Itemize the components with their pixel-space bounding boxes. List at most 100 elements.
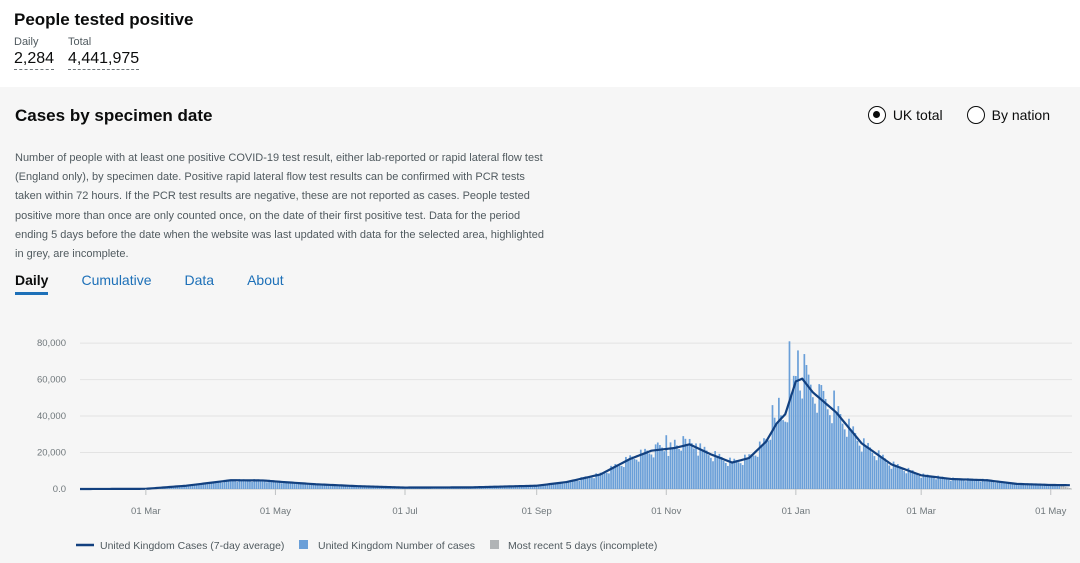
tab-data[interactable]: Data: [184, 272, 215, 288]
daily-cases-bar: [580, 477, 583, 489]
daily-cases-bar: [888, 465, 891, 489]
daily-cases-bar: [899, 466, 901, 489]
daily-cases-bar: [612, 467, 615, 489]
daily-cases-bar: [382, 487, 385, 489]
daily-cases-bar: [875, 460, 878, 489]
daily-cases-bar: [1058, 485, 1061, 489]
daily-cases-bar: [879, 456, 882, 489]
daily-cases-bar: [274, 481, 277, 489]
daily-cases-bar: [385, 487, 387, 489]
daily-cases-bar: [229, 479, 232, 489]
daily-cases-bar: [648, 453, 651, 489]
x-tick-label: 01 Sep: [522, 506, 552, 517]
daily-cases-bar: [858, 445, 861, 489]
daily-cases-bar: [928, 475, 931, 489]
daily-cases-bar: [588, 477, 591, 489]
daily-cases-bar: [503, 486, 506, 489]
daily-cases-bar: [234, 481, 236, 489]
daily-cases-bar: [334, 484, 336, 489]
daily-cases-bar: [259, 479, 262, 489]
daily-cases-bar: [308, 484, 311, 489]
radio-unselected-icon[interactable]: [966, 106, 985, 124]
daily-cases-bar: [820, 385, 823, 489]
daily-cases-bar: [561, 483, 564, 489]
daily-cases-bar: [807, 374, 810, 489]
daily-cases-bar: [181, 486, 183, 489]
radio-uk-total[interactable]: UK total: [867, 106, 943, 124]
daily-cases-bar: [206, 484, 209, 489]
daily-cases-bar: [571, 480, 574, 489]
average-line-series: [79, 377, 1070, 491]
daily-cases-bar: [287, 481, 290, 489]
radio-selected-icon[interactable]: [867, 106, 886, 124]
daily-cases-bar: [227, 479, 230, 489]
daily-cases-bar: [293, 483, 296, 489]
daily-cases-bar: [1024, 485, 1027, 489]
daily-cases-bar: [605, 472, 608, 489]
daily-cases-bar: [552, 483, 555, 489]
daily-stat: Daily 2,284: [14, 36, 55, 70]
daily-cases-bar: [975, 480, 978, 489]
daily-cases-bar: [790, 394, 793, 489]
daily-cases-bar: [1049, 485, 1052, 489]
radio-by-nation-label: By nation: [991, 107, 1050, 123]
daily-cases-bar: [956, 478, 959, 489]
daily-cases-bar: [837, 406, 840, 489]
daily-cases-bar: [338, 485, 341, 489]
tab-cumulative[interactable]: Cumulative: [81, 272, 152, 288]
daily-cases-bar: [1043, 484, 1046, 489]
daily-cases-bar: [637, 461, 640, 489]
daily-cases-bar: [890, 468, 893, 489]
daily-cases-bar: [599, 472, 602, 489]
daily-cases-bar: [748, 454, 750, 489]
daily-cases-bar: [202, 483, 205, 489]
daily-cases-bar: [752, 455, 755, 489]
daily-cases-bar: [546, 484, 549, 489]
daily-cases-bar: [969, 479, 971, 489]
daily-cases-bar: [724, 462, 727, 489]
daily-cases-bar: [550, 483, 553, 489]
daily-cases-bar: [669, 442, 672, 489]
daily-cases-bar: [312, 483, 315, 489]
daily-cases-bar: [297, 482, 300, 489]
daily-cases-bar: [947, 479, 950, 489]
daily-cases-bar: [569, 480, 572, 489]
daily-cases-bar: [795, 376, 797, 489]
daily-cases-bar: [769, 439, 772, 489]
daily-cases-bar: [531, 486, 534, 489]
daily-cases-bar: [306, 483, 309, 489]
daily-cases-bar: [574, 480, 576, 489]
tab-about[interactable]: About: [247, 272, 284, 288]
daily-cases-bar: [741, 464, 744, 489]
card-description: Number of people with at least one posit…: [15, 152, 544, 261]
card-title: Cases by specimen date: [15, 106, 213, 125]
daily-cases-bar: [945, 478, 948, 489]
daily-cases-bar: [210, 482, 213, 489]
daily-cases-bar: [905, 473, 908, 489]
tab-daily[interactable]: Daily: [15, 272, 49, 295]
daily-cases-bar: [340, 486, 343, 489]
daily-cases-bar: [818, 384, 821, 489]
daily-cases-bar: [346, 485, 349, 489]
y-tick-label: 0.0: [53, 484, 66, 495]
daily-cases-bar: [353, 486, 355, 489]
daily-cases-bar: [930, 477, 933, 489]
daily-cases-bar: [720, 456, 723, 489]
daily-value[interactable]: 2,284: [14, 50, 55, 70]
y-tick-label: 20,000: [37, 448, 66, 459]
daily-cases-bar: [563, 483, 566, 489]
daily-cases-bar: [701, 450, 704, 489]
daily-cases-bar: [828, 415, 831, 489]
total-value[interactable]: 4,441,975: [68, 50, 140, 70]
daily-cases-bar: [916, 474, 918, 489]
radio-by-nation[interactable]: By nation: [966, 106, 1050, 124]
legend-bar-swatch: [299, 540, 308, 549]
daily-cases-bar: [289, 482, 292, 489]
daily-cases-bar: [952, 477, 954, 489]
daily-cases-bar: [266, 482, 268, 489]
daily-cases-bar: [174, 486, 177, 489]
daily-cases-bar: [635, 459, 638, 489]
daily-cases-bar: [735, 460, 738, 489]
total-label: Total: [68, 36, 92, 48]
daily-cases-bar: [310, 484, 313, 489]
